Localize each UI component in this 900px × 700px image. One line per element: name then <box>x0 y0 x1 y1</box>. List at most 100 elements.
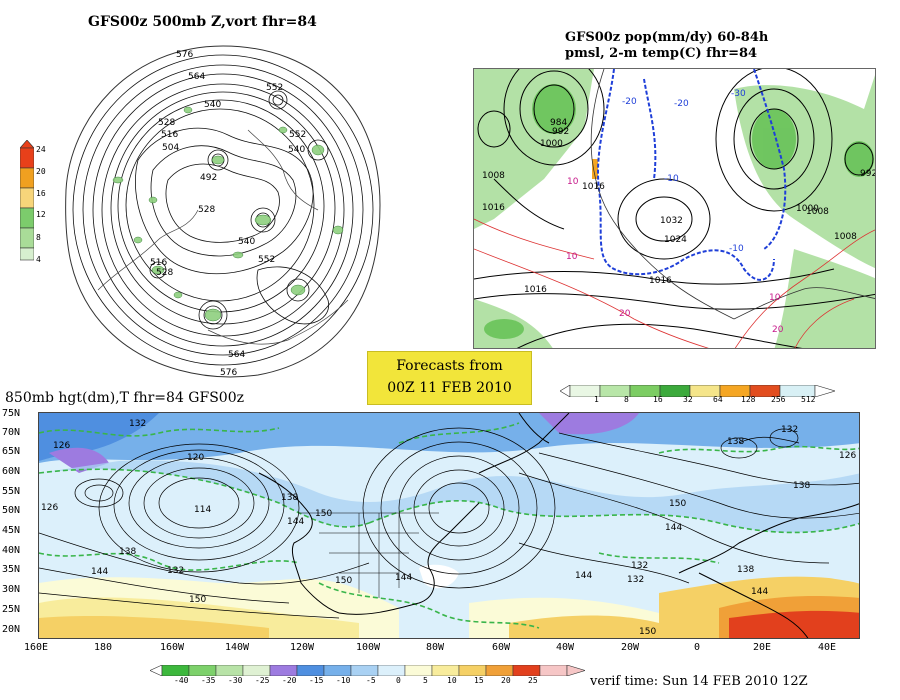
contour-label: 126 <box>41 503 59 513</box>
contour-label: 1016 <box>649 276 672 286</box>
vort-cb-label: 24 <box>36 145 46 154</box>
lat-label: 40N <box>2 545 21 556</box>
contour-label: 528 <box>156 268 174 278</box>
map-pop-svg <box>474 69 875 348</box>
lat-label: 45N <box>2 525 21 536</box>
lon-label: 160E <box>24 642 49 653</box>
contour-label: 1032 <box>660 216 683 226</box>
lon-label: 160W <box>160 642 185 653</box>
lat-label: 25N <box>2 604 21 615</box>
contour-label: 138 <box>119 547 137 557</box>
temp-cb-label: -20 <box>282 676 297 685</box>
temp-cb-label: 5 <box>423 676 428 685</box>
contour-label: 1024 <box>664 235 687 245</box>
contour-label: 150 <box>189 595 207 605</box>
contour-label: 552 <box>258 255 276 265</box>
lat-label: 50N <box>2 505 21 516</box>
temp-colorbar-svg <box>149 664 587 677</box>
lon-label: 20E <box>753 642 772 653</box>
contour-label: 132 <box>781 425 799 435</box>
lon-label: 80W <box>426 642 445 653</box>
contour-label: 120 <box>187 453 205 463</box>
contour-label: 984 <box>550 118 568 128</box>
lon-label: 40W <box>556 642 575 653</box>
lon-label: 180 <box>94 642 113 653</box>
contour-label: 576 <box>176 50 194 60</box>
temp-colorbar <box>149 661 587 677</box>
contour-label: 132 <box>129 419 147 429</box>
temp-cb-label: -25 <box>255 676 270 685</box>
map-pop: 992 984 1000 1008 1016 1024 1032 1016 10… <box>473 68 876 349</box>
contour-label: 564 <box>188 72 206 82</box>
lat-label: 55N <box>2 486 21 497</box>
pop-colorbar <box>559 382 837 398</box>
contour-label: 138 <box>727 437 745 447</box>
contour-label: 138 <box>281 493 299 503</box>
lat-label: 30N <box>2 584 21 595</box>
pop-cb-label: 128 <box>741 395 756 404</box>
contour-label: 1008 <box>834 232 857 242</box>
pop-cb-label: 8 <box>624 395 629 404</box>
temp-cb-label: -15 <box>309 676 324 685</box>
lon-label: 120W <box>290 642 315 653</box>
lat-label: 35N <box>2 564 21 575</box>
contour-label: 492 <box>200 173 218 183</box>
panel-pop-title-1: GFS00z pop(mm/dy) 60-84h <box>565 30 769 45</box>
contour-label: 1008 <box>482 171 505 181</box>
lat-label: 65N <box>2 446 21 457</box>
contour-label: -10 <box>729 244 744 254</box>
pop-cb-label: 64 <box>713 395 723 404</box>
contour-label: 138 <box>793 481 811 491</box>
contour-label: 516 <box>161 130 179 140</box>
vort-cb-label: 20 <box>36 167 46 176</box>
forecast-badge-line2: 00Z 11 FEB 2010 <box>387 380 512 396</box>
contour-label: 552 <box>266 83 284 93</box>
contour-label: 144 <box>395 573 413 583</box>
lat-label: 20N <box>2 624 21 635</box>
lon-label: 60W <box>492 642 511 653</box>
contour-label: 132 <box>631 561 649 571</box>
map-500mb: 576 564 552 540 528 516 504 492 540 528 … <box>58 40 388 382</box>
contour-label: 1016 <box>582 182 605 192</box>
map-500mb-svg <box>65 45 381 378</box>
contour-label: 126 <box>839 451 857 461</box>
temp-cb-label: 20 <box>501 676 511 685</box>
contour-label: 132 <box>167 566 185 576</box>
contour-label: 504 <box>162 143 180 153</box>
contour-label: 1000 <box>540 139 563 149</box>
lon-label: 100W <box>356 642 381 653</box>
temp-cb-label: -40 <box>174 676 189 685</box>
temp-cb-label: 0 <box>396 676 401 685</box>
contour-label: 10 <box>567 177 579 187</box>
contour-label: 126 <box>53 441 71 451</box>
contour-label: 144 <box>575 571 593 581</box>
temp-cb-label: -30 <box>228 676 243 685</box>
contour-label: 540 <box>288 145 306 155</box>
vort-cb-label: 16 <box>36 189 46 198</box>
lon-label: 20W <box>621 642 640 653</box>
pop-cb-label: 1 <box>594 395 599 404</box>
pop-cb-label: 256 <box>771 395 786 404</box>
contour-label: 150 <box>639 627 657 637</box>
vort-colorbar <box>19 139 35 262</box>
pop-cb-label: 16 <box>653 395 663 404</box>
contour-label: 1016 <box>482 203 505 213</box>
map-850mb: 132 126 120 126 114 138 144 150 138 144 … <box>38 412 860 639</box>
contour-label: 528 <box>158 118 176 128</box>
contour-label: 150 <box>335 576 353 586</box>
panel-pop-title-2: pmsl, 2-m temp(C) fhr=84 <box>565 46 758 61</box>
lon-label: 40E <box>818 642 837 653</box>
contour-label: 144 <box>665 523 683 533</box>
temp-cb-label: 10 <box>447 676 457 685</box>
contour-label: 540 <box>204 100 222 110</box>
contour-label: 576 <box>220 368 238 378</box>
lon-label: 0 <box>694 642 701 653</box>
pop-colorbar-svg <box>559 384 837 398</box>
temp-cb-label: 25 <box>528 676 538 685</box>
lat-label: 70N <box>2 427 21 438</box>
vort-cb-label: 12 <box>36 210 46 219</box>
pop-cb-label: 512 <box>801 395 816 404</box>
temp-cb-label: -35 <box>201 676 216 685</box>
temp-cb-label: 15 <box>474 676 484 685</box>
contour-label: 10 <box>769 293 781 303</box>
